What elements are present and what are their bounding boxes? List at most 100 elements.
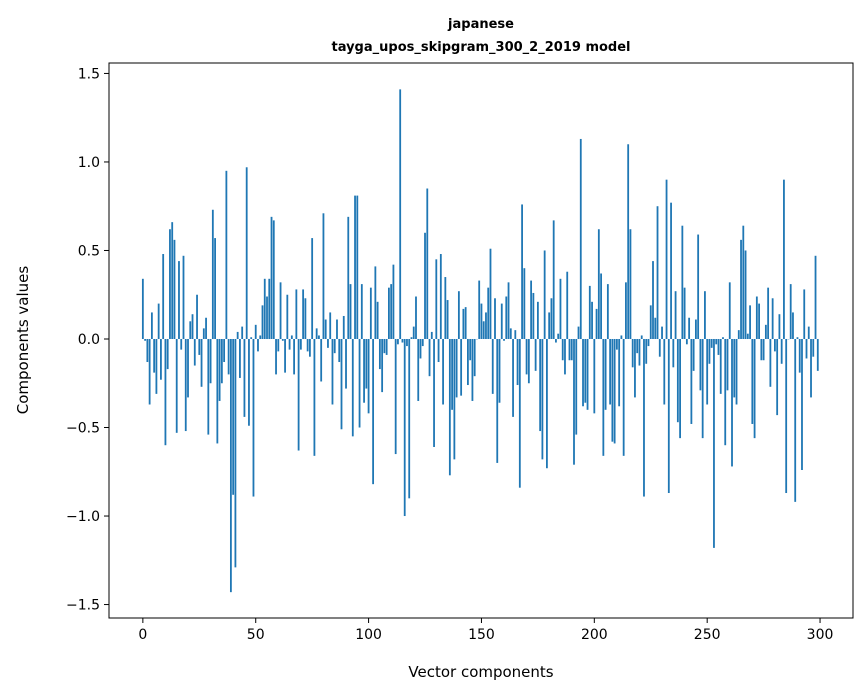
bar-292 (801, 338, 803, 470)
bar-178 (543, 250, 546, 339)
bar-234 (670, 202, 672, 339)
bar-225 (649, 305, 652, 339)
bar-279 (771, 298, 774, 339)
bar-103 (374, 266, 377, 339)
bar-291 (798, 338, 801, 373)
bar-24 (196, 294, 198, 339)
bar-269 (749, 305, 751, 339)
bar-20 (187, 338, 189, 398)
bar-183 (555, 338, 557, 343)
bar-74 (308, 338, 311, 357)
bar-152 (485, 312, 487, 339)
bar-177 (541, 338, 544, 460)
bar-265 (740, 239, 742, 339)
bar-253 (713, 338, 715, 548)
y-tick-label: −1.0 (66, 509, 100, 525)
bar-164 (512, 338, 514, 417)
x-tick-label: 50 (247, 627, 265, 643)
bar-246 (697, 234, 700, 339)
bar-260 (728, 282, 731, 339)
bar-114 (399, 89, 402, 339)
bar-149 (478, 280, 481, 339)
bar-280 (773, 338, 776, 352)
bar-109 (388, 287, 390, 339)
bar-38 (227, 338, 230, 375)
bar-94 (354, 195, 356, 339)
bar-21 (189, 321, 192, 339)
bar-17 (180, 338, 183, 350)
bar-129 (433, 338, 435, 447)
bar-222 (643, 338, 645, 497)
bar-106 (381, 338, 384, 393)
bar-170 (525, 338, 528, 375)
bar-214 (625, 282, 627, 339)
bar-125 (424, 232, 426, 339)
bar-86 (336, 319, 338, 339)
bar-157 (496, 338, 499, 463)
bar-212 (620, 335, 623, 339)
bar-221 (640, 335, 643, 339)
bar-47 (248, 338, 250, 426)
bar-254 (715, 338, 718, 345)
bar-16 (178, 261, 180, 339)
bar-72 (304, 298, 307, 339)
bar-55 (266, 296, 268, 339)
bar-98 (363, 338, 365, 403)
bar-266 (742, 225, 745, 339)
bar-283 (780, 338, 783, 364)
bar-257 (722, 337, 724, 339)
bar-80 (322, 213, 325, 339)
bar-123 (419, 338, 422, 359)
bar-184 (557, 333, 560, 339)
bar-275 (762, 338, 765, 361)
bar-102 (372, 338, 375, 485)
bar-219 (636, 338, 639, 354)
bar-59 (275, 338, 277, 375)
y-axis-ticks: −1.5 −1.0 −0.5 0.0 0.5 1.0 1.5 (66, 66, 109, 614)
bar-223 (645, 338, 648, 364)
bar-293 (803, 289, 806, 339)
bar-277 (767, 287, 770, 339)
bar-205 (604, 338, 607, 410)
bar-298 (814, 255, 817, 339)
bar-189 (568, 338, 571, 361)
bar-75 (311, 238, 314, 339)
bar-19 (184, 338, 187, 432)
bar-161 (505, 296, 508, 339)
bar-193 (577, 326, 580, 339)
bar-137 (451, 338, 454, 410)
bar-274 (760, 338, 763, 361)
bar-296 (810, 338, 812, 398)
bar-13 (171, 222, 174, 339)
bar-272 (755, 296, 758, 339)
bar-99 (365, 338, 368, 389)
bar-133 (442, 338, 444, 405)
bar-294 (805, 338, 808, 359)
bar-30 (209, 338, 212, 384)
x-axis-ticks: 0 50 100 150 200 250 300 (138, 618, 833, 643)
bar-127 (428, 338, 431, 377)
bar-93 (351, 338, 354, 437)
bar-83 (329, 312, 332, 339)
bar-115 (401, 338, 404, 343)
bar-45 (243, 338, 246, 417)
bar-15 (175, 338, 178, 433)
bar-77 (315, 328, 318, 339)
bar-195 (582, 338, 584, 407)
bar-92 (349, 284, 352, 339)
bar-90 (345, 338, 347, 389)
bar-132 (439, 254, 442, 339)
bar-95 (356, 195, 359, 339)
bar-204 (602, 338, 605, 456)
bar-122 (417, 338, 420, 401)
bar-108 (385, 338, 388, 355)
bar-295 (807, 326, 810, 339)
y-axis-label: Components values (14, 266, 32, 415)
bar-119 (410, 337, 413, 339)
bar-143 (464, 307, 467, 339)
bar-2 (146, 338, 149, 363)
bar-32 (214, 238, 216, 339)
bar-167 (518, 338, 521, 488)
bar-46 (245, 167, 248, 339)
